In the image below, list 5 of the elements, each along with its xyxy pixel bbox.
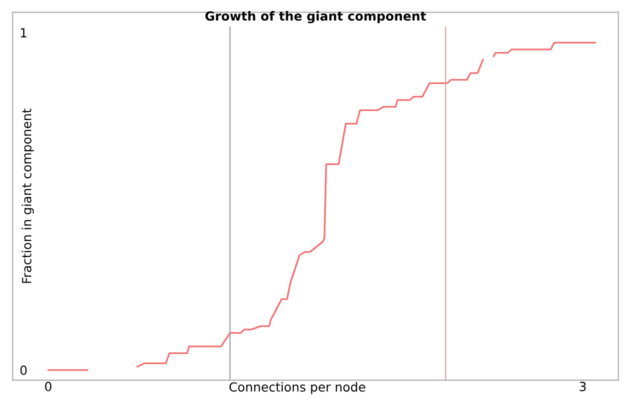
y-tick-label: 1 — [20, 28, 26, 38]
x-axis-title: Connections per node — [229, 382, 366, 394]
x-tick-label: 3 — [580, 382, 586, 392]
chart-title: Growth of the giant component — [205, 11, 426, 24]
y-axis-title: Fraction in giant component — [22, 108, 34, 283]
